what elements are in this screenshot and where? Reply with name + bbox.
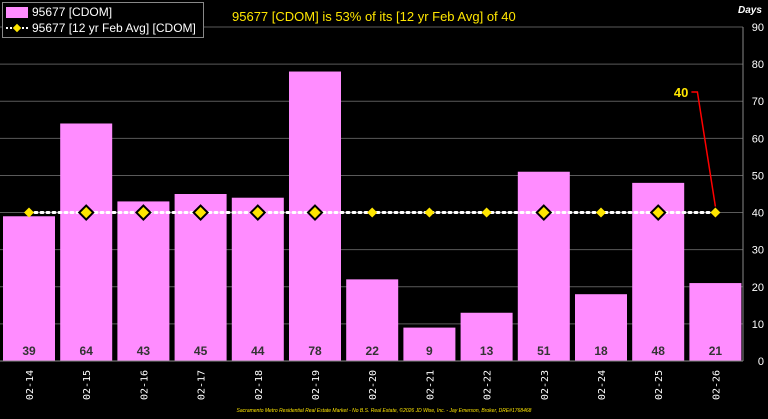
x-tick-label: 02-24 xyxy=(597,370,608,400)
bar-value-label: 21 xyxy=(709,344,723,358)
bar-value-label: 13 xyxy=(480,344,494,358)
legend-label-avg: 95677 [12 yr Feb Avg] [CDOM] xyxy=(32,21,196,35)
bar xyxy=(3,216,55,361)
footer-credit: Sacramento Metro Residential Real Estate… xyxy=(236,408,532,414)
bar xyxy=(117,201,170,361)
bar xyxy=(460,312,513,361)
bar xyxy=(231,197,284,361)
avg-marker xyxy=(710,207,721,218)
legend-line-swatch xyxy=(6,22,28,34)
avg-marker xyxy=(77,204,95,221)
x-tick-label: 02-15 xyxy=(82,370,93,400)
x-tick-label: 02-23 xyxy=(540,370,551,400)
bar-value-label: 64 xyxy=(80,344,94,358)
bar xyxy=(346,279,399,361)
legend-bar-swatch xyxy=(6,6,28,18)
bar-value-label: 78 xyxy=(308,344,322,358)
bar-value-label: 18 xyxy=(594,344,608,358)
x-tick-label: 02-22 xyxy=(483,370,494,400)
x-tick-label: 02-19 xyxy=(311,370,322,400)
bar-value-label: 44 xyxy=(251,344,265,358)
legend-item-cdom: 95677 [CDOM] xyxy=(3,4,112,20)
avg-marker xyxy=(306,204,324,221)
bar-value-label: 51 xyxy=(537,344,551,358)
avg-marker xyxy=(649,204,667,221)
x-tick-label: 02-14 xyxy=(25,370,36,400)
x-tick-label: 02-21 xyxy=(425,370,436,400)
bar-value-label: 45 xyxy=(194,344,208,358)
avg-marker xyxy=(134,204,152,221)
legend-item-avg: 95677 [12 yr Feb Avg] [CDOM] xyxy=(3,20,196,36)
bar-value-label: 22 xyxy=(366,344,380,358)
callout-line xyxy=(691,91,717,207)
avg-marker xyxy=(424,207,435,218)
y-tick-label: 30 xyxy=(752,245,764,257)
bar-value-label: 39 xyxy=(22,344,36,358)
x-tick-label: 02-18 xyxy=(254,370,265,400)
bar xyxy=(174,194,227,361)
avg-marker xyxy=(192,204,210,221)
avg-marker xyxy=(367,207,378,218)
x-tick-label: 02-17 xyxy=(197,370,208,400)
chart-title: 95677 [CDOM] is 53% of its [12 yr Feb Av… xyxy=(232,9,516,24)
avg-marker xyxy=(596,207,606,218)
y-tick-label: 50 xyxy=(752,170,764,182)
legend: 95677 [CDOM] 95677 [12 yr Feb Avg] [CDOM… xyxy=(2,2,204,38)
y-tick-label: 40 xyxy=(752,208,764,220)
bar-value-label: 9 xyxy=(426,344,433,358)
y-tick-label: 10 xyxy=(752,319,764,331)
bar xyxy=(403,327,456,361)
x-tick-label: 02-26 xyxy=(711,370,722,400)
bar xyxy=(689,283,742,361)
x-tick-label: 02-20 xyxy=(368,370,379,400)
y-tick-label: 0 xyxy=(758,356,764,368)
avg-marker xyxy=(481,207,492,218)
legend-label-cdom: 95677 [CDOM] xyxy=(32,5,113,19)
bar xyxy=(575,294,627,361)
y-tick-label: 60 xyxy=(752,133,764,145)
avg-marker xyxy=(249,204,267,221)
bar xyxy=(60,123,113,361)
y-tick-label: 20 xyxy=(752,282,764,294)
y-tick-label: 90 xyxy=(752,22,764,34)
x-tick-label: 02-25 xyxy=(654,370,665,400)
y-tick-label: 80 xyxy=(752,59,764,71)
bar-value-label: 43 xyxy=(137,344,151,358)
x-tick-label: 02-16 xyxy=(139,370,150,400)
y-axis-unit: Days xyxy=(738,5,762,16)
bar xyxy=(517,171,570,361)
avg-marker xyxy=(24,207,34,218)
avg-marker xyxy=(535,204,553,221)
bar-value-label: 48 xyxy=(652,344,666,358)
y-tick-label: 70 xyxy=(752,96,764,108)
callout-label: 40 xyxy=(674,85,688,100)
